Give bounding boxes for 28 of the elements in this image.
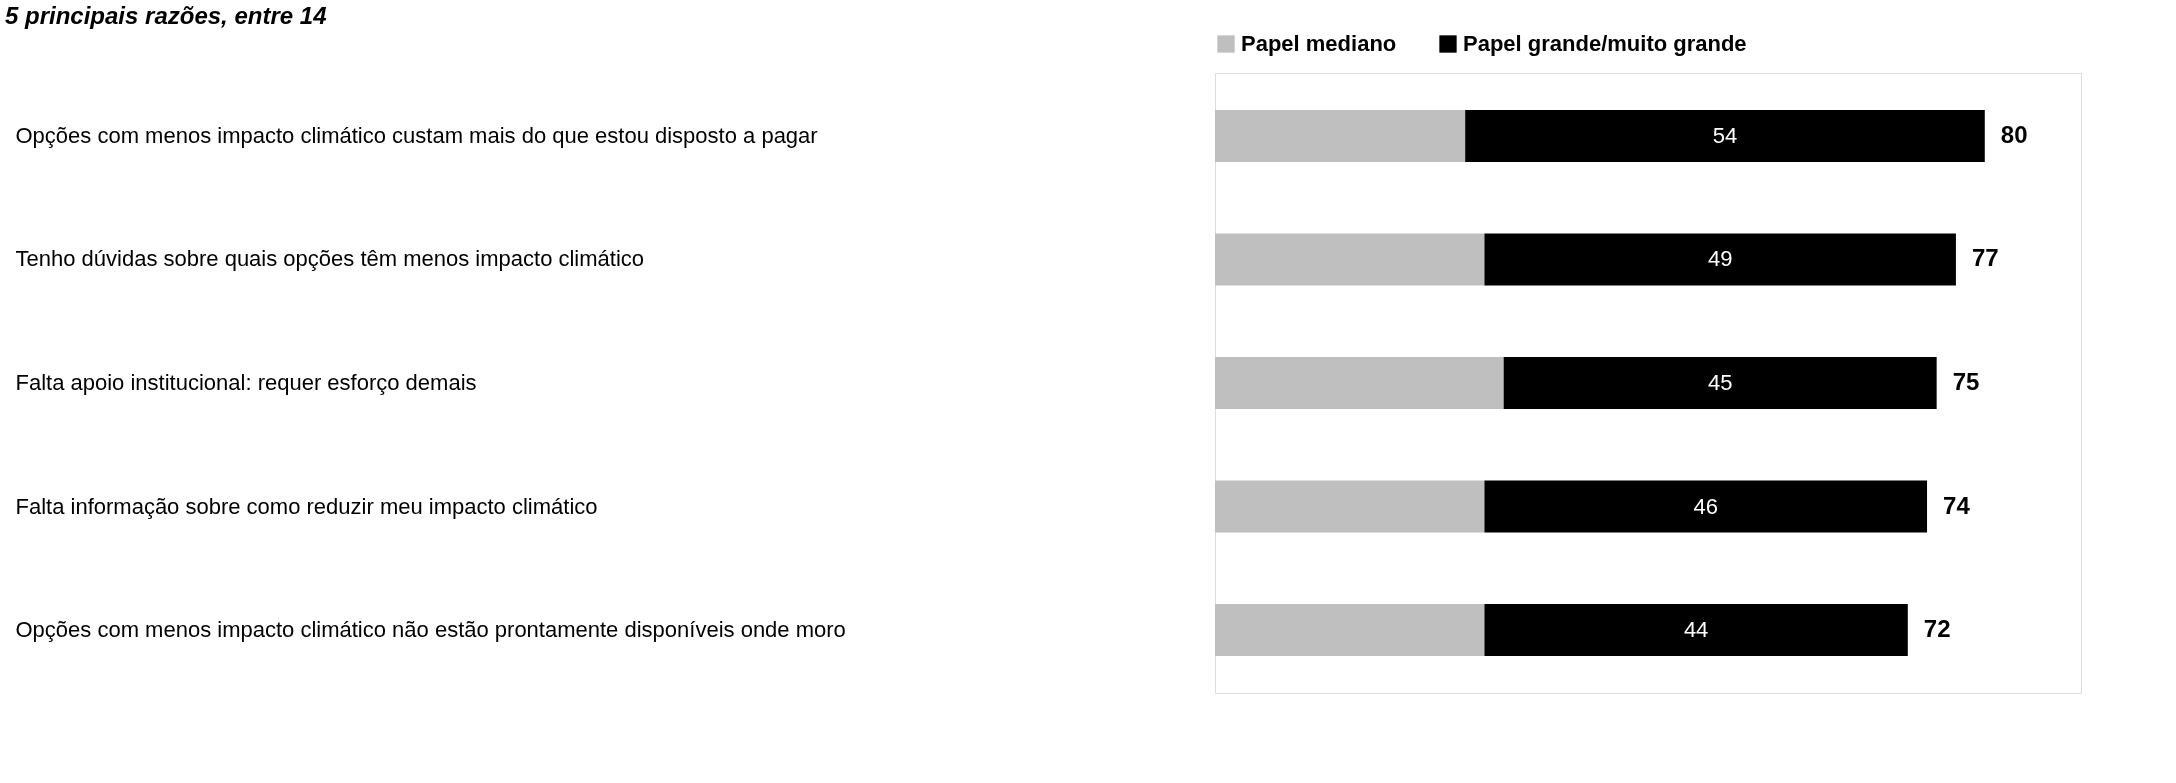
bar: [1503, 357, 1937, 409]
legend-label: Papel grande/muito grande: [1463, 31, 1747, 56]
bar: [1215, 233, 1485, 286]
data-label: 54: [1712, 122, 1738, 148]
bar: [1215, 110, 1466, 162]
total-label: 74: [1943, 491, 1971, 519]
bar: [1484, 233, 1956, 286]
y-tick-label: Tenho dúvidas sobre quais opções têm menos impacto climático: [15, 246, 645, 272]
y-tick-label: Opções com menos impacto climático não estão prontamente disponíveis onde moro: [15, 617, 846, 643]
total-label: 75: [1952, 368, 1980, 395]
bar: [1484, 480, 1928, 533]
data-label: 46: [1693, 493, 1718, 519]
y-tick-label: Opções com menos impacto climático custam mais do que estou disposto a pagar: [15, 122, 818, 148]
text: 5 principais razões, entre 14: [5, 2, 327, 29]
data-label: 49: [1707, 246, 1733, 272]
bar: [1484, 604, 1908, 656]
bar: [1215, 480, 1485, 533]
total-label: 80: [2000, 120, 2028, 148]
bar: [1465, 110, 1985, 162]
y-tick-label: Falta apoio institucional: requer esforço demais: [15, 370, 477, 395]
bar: [1215, 357, 1504, 409]
total-label: 77: [1971, 244, 1999, 272]
total-label: 72: [1923, 615, 1951, 643]
bar: [1215, 604, 1485, 656]
legend-label: Papel mediano: [1241, 31, 1397, 56]
y-tick-label: Falta informação sobre como reduzir meu impacto climático: [15, 493, 598, 519]
data-label: 45: [1707, 370, 1733, 395]
data-label: 44: [1683, 617, 1709, 643]
